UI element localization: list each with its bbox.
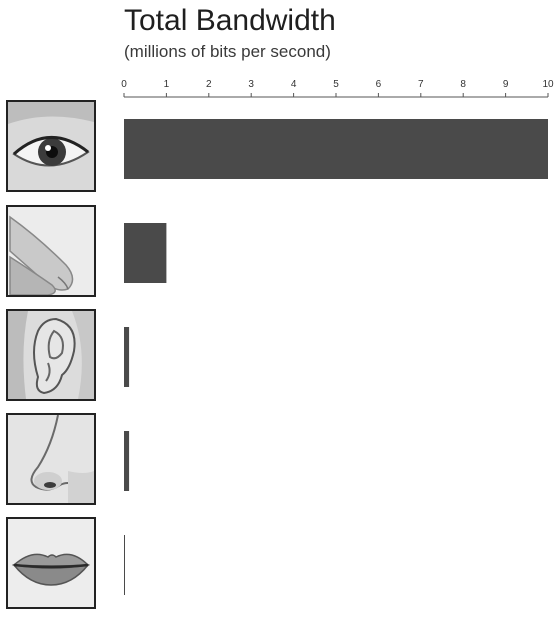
x-tick-label: 9	[503, 79, 509, 90]
eye-image	[6, 100, 96, 192]
x-tick-label: 5	[333, 79, 339, 90]
bar-finger	[124, 223, 167, 283]
chart-title: Total Bandwidth	[124, 4, 336, 37]
x-tick-label: 7	[418, 79, 424, 90]
x-tick-label: 6	[376, 79, 382, 90]
x-tick-label: 3	[248, 79, 254, 90]
finger-touch-image	[6, 205, 96, 297]
x-tick-label: 2	[206, 79, 212, 90]
x-tick-label: 10	[542, 79, 554, 90]
x-tick-label: 4	[291, 79, 297, 90]
bar-eye	[124, 119, 548, 179]
x-tick-label: 0	[121, 79, 127, 90]
lips-image	[6, 517, 96, 609]
x-tick-label: 8	[460, 79, 466, 90]
x-tick-label: 1	[164, 79, 170, 90]
bar-ear	[124, 327, 130, 387]
bar-nose	[124, 431, 130, 491]
chart-subtitle: (millions of bits per second)	[124, 42, 331, 61]
bar-lips	[124, 535, 125, 595]
ear-image	[6, 309, 96, 401]
nose-image	[6, 413, 96, 505]
